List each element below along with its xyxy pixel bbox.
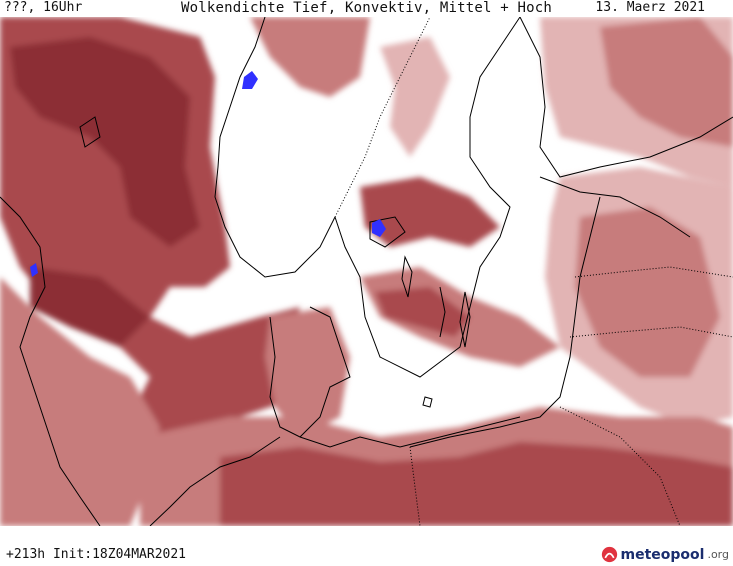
cloud-area-northeast-core [600, 17, 733, 147]
cloud-area-east-core [575, 207, 720, 377]
coastline-layer [0, 17, 733, 526]
blue-marker-sweden [372, 219, 386, 237]
run-time-label: ???, 16Uhr [4, 0, 83, 15]
cloud-area-denmark [265, 307, 350, 437]
cloud-density-layer [0, 17, 733, 526]
forecast-init-info: +213h Init:18Z04MAR2021 [6, 547, 187, 562]
border-poland-east [559, 406, 681, 526]
cloud-area-west-core [10, 37, 200, 247]
island-gotland [459, 291, 471, 348]
island-oland [439, 286, 446, 338]
border-germany-poland [409, 446, 421, 526]
cloud-area-sweden-south [360, 177, 500, 247]
meteopool-icon [601, 546, 617, 563]
blue-marker-norway [242, 71, 258, 89]
coastline-gulf-bothnia [519, 17, 733, 178]
coastline-baltic-east [409, 196, 601, 448]
coastline-sweden [334, 17, 521, 378]
coastline-norway [214, 17, 336, 278]
lake-vanern [369, 216, 406, 248]
blue-marker-britain [30, 263, 38, 277]
lake-vattern [401, 255, 413, 298]
cloud-area-atlantic-lower [0, 277, 160, 526]
cloud-area-norway [250, 17, 370, 97]
cloud-area-west-band [30, 267, 150, 347]
coastline-denmark [269, 306, 351, 438]
brand-name: meteopool [620, 546, 705, 563]
border-sweden-norway [334, 17, 431, 218]
map-canvas [0, 17, 733, 526]
coastline-scotland-islands [79, 116, 101, 148]
valid-date: 13. Maerz 2021 [595, 0, 705, 15]
map-title: Wolkendichte Tief, Konvektiv, Mittel + H… [181, 0, 553, 16]
coastline-germany-poland [299, 416, 521, 448]
cloud-area-sweden-north [380, 37, 450, 157]
coastline-britain [0, 196, 101, 526]
blue-markers [30, 71, 386, 277]
island-bornholm [422, 396, 433, 408]
coastline-north-sea-south [149, 436, 281, 526]
coastline-finland-south [539, 176, 691, 238]
cloud-area-baltic-band-core [375, 287, 470, 337]
cloud-area-south-band-core [220, 442, 733, 526]
brand-suffix: .org [707, 548, 729, 561]
cloud-cover-map [0, 17, 733, 526]
meteopool-logo[interactable]: meteopool .org [601, 546, 729, 563]
